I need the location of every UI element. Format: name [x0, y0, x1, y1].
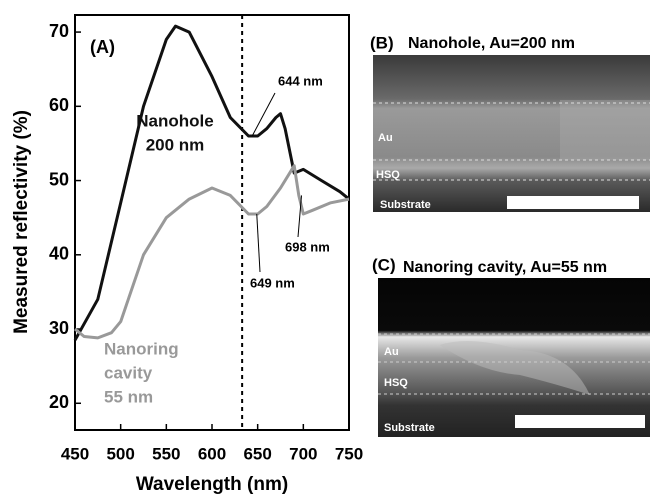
y-tick-label: 30 [49, 318, 69, 338]
y-axis-title: Measured reflectivity (%) [11, 110, 32, 334]
annotation-leader [297, 195, 303, 238]
annotation-leader [256, 213, 261, 273]
layer-label: Au [378, 132, 393, 144]
x-tick-label: 700 [289, 444, 317, 463]
panel-title: Nanoring cavity, Au=55 nm [403, 259, 607, 276]
series-line [74, 164, 350, 340]
x-tick-label: 550 [152, 444, 180, 463]
sem-image [373, 55, 650, 212]
x-tick-label: 450 [61, 444, 89, 463]
y-tick-label: 70 [49, 21, 69, 41]
y-tick-label: 60 [49, 95, 69, 115]
panel-label: (C) [372, 255, 396, 274]
layer-label: HSQ [384, 377, 408, 389]
x-axis-title: Wavelength (nm) [136, 474, 288, 495]
x-tick-label: 650 [243, 444, 271, 463]
series-label: 200 nm [146, 135, 205, 154]
y-tick-label: 40 [49, 244, 69, 264]
annotation: 644 nm [278, 73, 323, 88]
x-tick-label: 600 [198, 444, 226, 463]
panel-label: (A) [90, 37, 115, 57]
series-label: Nanohole [136, 111, 213, 130]
x-tick-label: 500 [106, 444, 134, 463]
panel-title: Nanohole, Au=200 nm [408, 35, 575, 52]
layer-label: HSQ [376, 169, 400, 181]
sem-feature [560, 100, 650, 160]
series-line [73, 24, 350, 341]
annotation-leader [251, 92, 276, 137]
y-tick-label: 20 [49, 392, 69, 412]
layer-label: Substrate [380, 199, 431, 211]
y-tick-label: 50 [49, 169, 69, 189]
x-tick-label: 750 [335, 444, 363, 463]
layer-lines [373, 102, 650, 181]
annotation: 649 nm [250, 275, 295, 290]
series-label: Nanoring [104, 339, 179, 358]
series-label: cavity [104, 363, 153, 382]
layer-label: Au [384, 346, 399, 358]
annotation: 698 nm [285, 239, 330, 254]
layer-label: Substrate [384, 422, 435, 434]
scale-bar [515, 415, 645, 428]
series-label: 55 nm [104, 387, 153, 406]
scale-bar [507, 196, 639, 209]
panel-label: (B) [370, 33, 394, 52]
sem-feature [440, 341, 590, 395]
